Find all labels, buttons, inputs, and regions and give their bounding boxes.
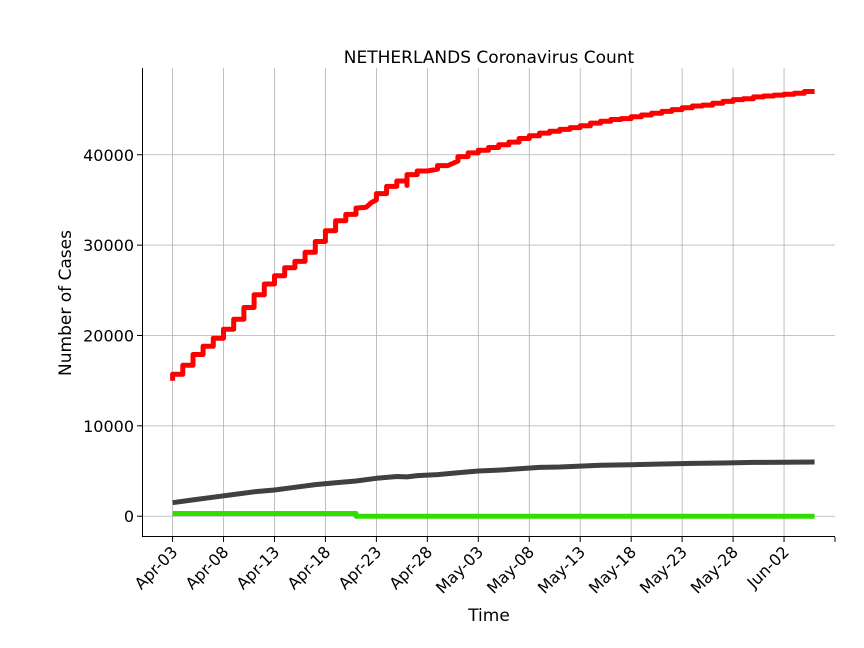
x-axis-label: Time — [467, 606, 510, 626]
series-line-2 — [172, 511, 815, 519]
y-tick-label: 0 — [124, 507, 134, 526]
x-tick-label: Apr-13 — [233, 542, 284, 593]
x-tick-label: Jun-02 — [743, 542, 793, 592]
x-tick-label: May-18 — [585, 542, 640, 597]
axes — [142, 68, 835, 537]
x-tick-label: Apr-03 — [131, 542, 182, 593]
x-ticks: Apr-03 Apr-08 Apr-13 Apr-18 Apr-23 Apr-28May-… — [131, 537, 836, 598]
x-tick-label: Apr-08 — [182, 542, 233, 593]
y-tick-label: 10000 — [83, 417, 134, 436]
grid — [142, 68, 835, 537]
y-ticks: 0 10000 20000 30000 40000 — [83, 146, 142, 526]
x-tick-label: May-08 — [483, 542, 538, 597]
chart-title: NETHERLANDS Coronavirus Count — [344, 48, 635, 68]
x-tick-label: Apr-23 — [334, 542, 385, 593]
x-tick-label: Apr-18 — [284, 542, 335, 593]
x-tick-label: May-03 — [432, 542, 487, 597]
x-tick-label: May-23 — [636, 542, 691, 597]
series-lines — [170, 89, 815, 519]
x-tick-label: May-13 — [534, 542, 589, 597]
y-tick-label: 30000 — [83, 236, 134, 255]
x-tick-label: May-28 — [687, 542, 742, 597]
y-axis-label: Number of Cases — [56, 230, 76, 376]
x-tick-label: Apr-28 — [385, 542, 436, 593]
series-line-1 — [172, 459, 815, 506]
y-tick-label: 40000 — [83, 146, 134, 165]
y-tick-label: 20000 — [83, 326, 134, 345]
series-line-0 — [170, 89, 815, 381]
